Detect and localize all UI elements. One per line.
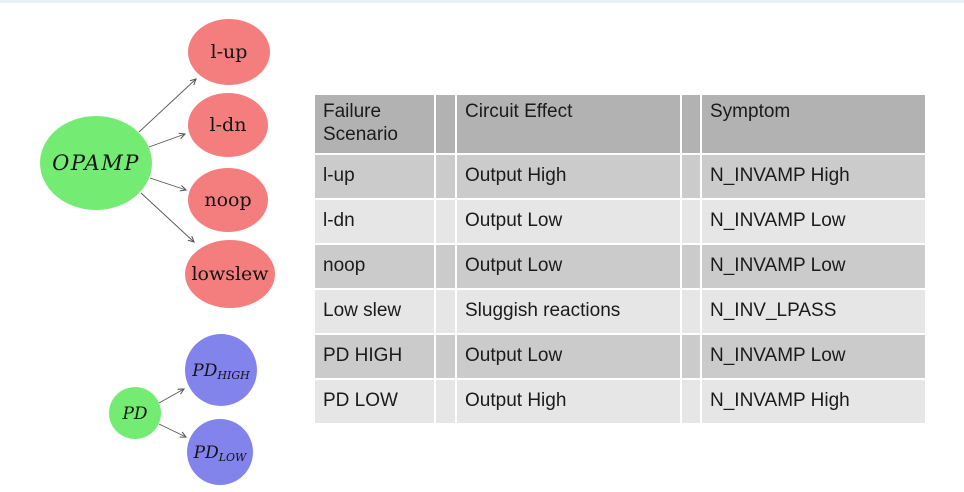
row1-spacer-1 [436, 155, 455, 198]
edge-pd-high [158, 388, 186, 404]
row5-spacer-2 [682, 335, 700, 378]
pd-high-subscript: HIGH [216, 369, 250, 382]
ldn-node-label: l-dn [210, 114, 247, 136]
pd-low-base: PD [193, 443, 219, 463]
row5-effect: Output Low [457, 335, 680, 378]
row2-scenario: l-dn [315, 200, 434, 243]
ldn-node [188, 93, 268, 157]
pd-low-node [187, 419, 253, 485]
row4-spacer-2 [682, 290, 700, 333]
lup-node-label: l-up [211, 41, 248, 63]
pd-high-node-label: PDHIGH [191, 361, 250, 382]
pd-node [109, 387, 161, 439]
row2-spacer-1 [436, 200, 455, 243]
row5-spacer-1 [436, 335, 455, 378]
row3-spacer-2 [682, 245, 700, 288]
row4-spacer-1 [436, 290, 455, 333]
header-circuit-effect: Circuit Effect [457, 95, 680, 153]
row1-scenario: l-up [315, 155, 434, 198]
opamp-node-label: OPAMP [52, 151, 140, 175]
row6-spacer-1 [436, 380, 455, 423]
row3-symptom: N_INVAMP Low [702, 245, 925, 288]
edge-opamp-ldn [148, 132, 187, 148]
edge-opamp-noop [149, 177, 188, 192]
lup-node [188, 19, 270, 85]
row4-symptom: N_INV_LPASS [702, 290, 925, 333]
pd-node-label: PD [121, 404, 147, 424]
pd-low-node-label: PDLOW [193, 443, 248, 464]
header-symptom: Symptom [702, 95, 925, 153]
top-edge-strip [0, 0, 964, 3]
noop-node-label: noop [204, 189, 251, 211]
row1-spacer-2 [682, 155, 700, 198]
header-failure-scenario: Failure Scenario [315, 95, 434, 153]
row2-effect: Output Low [457, 200, 680, 243]
lowslew-node-label: lowslew [191, 263, 269, 285]
row3-scenario: noop [315, 245, 434, 288]
header-spacer-1 [436, 95, 455, 153]
row1-effect: Output High [457, 155, 680, 198]
row1-symptom: N_INVAMP High [702, 155, 925, 198]
row6-symptom: N_INVAMP High [702, 380, 925, 423]
edge-pd-low [158, 423, 188, 438]
row6-spacer-2 [682, 380, 700, 423]
row2-spacer-2 [682, 200, 700, 243]
row6-scenario: PD LOW [315, 380, 434, 423]
pd-high-node [185, 334, 257, 406]
row4-scenario: Low slew [315, 290, 434, 333]
row5-symptom: N_INVAMP Low [702, 335, 925, 378]
failure-scenario-table: Failure Scenario Circuit Effect Symptom … [315, 95, 925, 423]
edge-opamp-lup [138, 78, 197, 133]
lowslew-node [185, 240, 275, 308]
row2-symptom: N_INVAMP Low [702, 200, 925, 243]
header-spacer-2 [682, 95, 700, 153]
row5-scenario: PD HIGH [315, 335, 434, 378]
pd-high-base: PD [191, 361, 217, 381]
noop-node [188, 168, 268, 232]
pd-low-subscript: LOW [218, 451, 248, 464]
row3-effect: Output Low [457, 245, 680, 288]
fault-tree-diagram: OPAMP l-up l-dn noop lowslew PD PDHIGH P… [40, 19, 275, 485]
opamp-node [40, 116, 152, 210]
opamp-edges [138, 78, 197, 243]
row6-effect: Output High [457, 380, 680, 423]
pd-edges [158, 388, 188, 438]
row4-effect: Sluggish reactions [457, 290, 680, 333]
edge-opamp-lowslew [140, 192, 195, 243]
row3-spacer-1 [436, 245, 455, 288]
